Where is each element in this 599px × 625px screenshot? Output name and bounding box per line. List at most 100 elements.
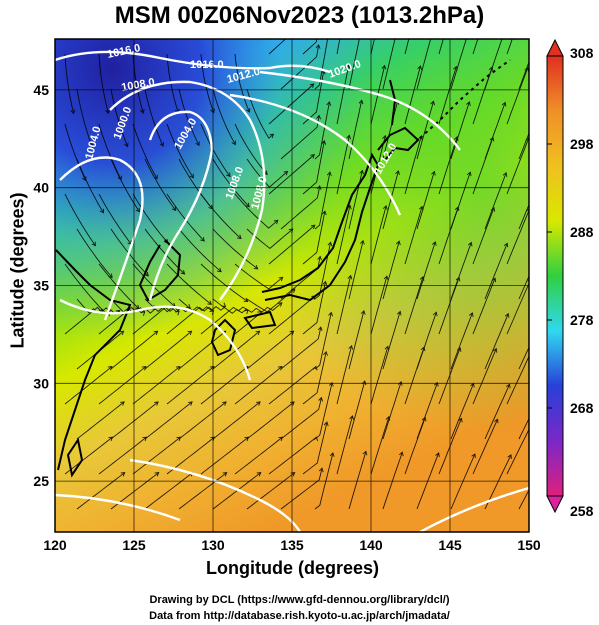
streamline [246,472,295,510]
streamline-arrow [503,242,509,248]
streamline [234,193,279,229]
streamline [404,346,425,405]
streamline [132,306,180,335]
streamline-arrow [418,205,424,211]
streamline-arrow [323,421,329,427]
streamline [234,263,283,290]
streamline [416,382,438,440]
streamline [382,381,402,440]
streamline-arrow [119,330,125,336]
streamline-arrow [326,101,332,106]
streamline-arrow [255,330,261,336]
streamline-arrow [316,114,322,120]
streamline-arrow [526,208,529,212]
streamline [178,228,222,273]
streamline-arrow [99,208,104,214]
streamline-arrow [432,311,438,317]
map-title: MSM 00Z06Nov2023 (1013.2hPa) [114,2,485,29]
streamline [416,101,434,160]
colorbar-tick-label: 298 [570,136,594,152]
y-tick-label: 45 [33,82,49,98]
coastline-korea [138,239,182,302]
streamline-arrow [421,416,427,422]
streamline-arrow [317,255,323,261]
streamline [518,346,529,370]
streamline-arrow [539,174,543,178]
streamline-arrow [269,133,275,139]
streamline-arrow [530,420,534,424]
streamline [234,123,268,175]
streamline-arrow [490,206,496,212]
streamline [144,88,164,147]
streamline-arrow [309,13,313,17]
streamline-arrow [91,241,96,247]
streamline-arrow [217,267,222,273]
streamline [348,170,363,230]
streamline-arrow [466,171,472,177]
streamline-arrow [434,381,439,387]
streamline-arrow [358,99,364,105]
streamline-arrow [120,472,126,477]
isobar-line [419,486,529,532]
streamline [314,382,333,440]
plot-frame [54,38,530,533]
streamline [404,206,423,265]
streamline [246,330,294,370]
streamline [472,39,479,55]
isobars [55,50,529,532]
streamline-arrow [488,66,494,72]
isobar-line [55,493,181,522]
streamline-arrow [417,65,423,71]
streamline-arrow [141,365,147,371]
streamline-arrow [105,109,110,115]
streamline [132,123,158,180]
streamline-arrow [120,401,125,406]
streamline-arrow [200,236,205,242]
streamline-arrow [348,344,354,350]
streamline [336,345,353,405]
streamline-arrow [359,169,365,175]
streamline-arrow [210,436,216,442]
colorbar-tick-label: 268 [570,400,594,416]
streamline [314,312,332,370]
x-axis-label: Longitude (degrees) [205,558,379,578]
streamline-arrow [315,44,321,49]
streamline-arrow [329,452,335,457]
streamline-arrow [140,311,146,316]
streamline-arrow [154,472,160,477]
streamline-arrow [144,271,149,277]
streamline-arrow [222,472,228,477]
streamline-arrow [135,207,140,213]
streamline-arrow [501,101,507,107]
streamline-arrow [359,239,365,245]
streamline-arrow [504,312,510,318]
streamline-arrow [318,467,324,473]
y-tick-label: 30 [33,375,49,391]
streamline [132,193,169,244]
streamline [404,39,410,55]
streamline-arrow [328,311,334,317]
streamline-arrow [321,210,327,216]
streamline-arrow [467,241,473,247]
streamline [234,436,283,475]
streamline-arrow [395,240,401,246]
streamline [64,306,111,335]
streamline-arrow [322,280,328,286]
streamline [178,330,226,370]
streamline [302,39,318,55]
streamline-arrow [395,170,400,176]
x-tick-label: 135 [280,537,304,553]
streamline [336,205,351,265]
streamline [166,263,212,305]
streamline [518,60,529,90]
streamline-arrow [494,418,499,424]
streamline-arrow [454,206,460,212]
streamline-arrow [175,310,180,316]
streamline [200,306,249,335]
streamline-arrow [327,241,333,247]
streamline-arrow [540,244,544,248]
streamline [348,451,367,510]
streamline [280,327,322,370]
streamlines [64,13,544,510]
